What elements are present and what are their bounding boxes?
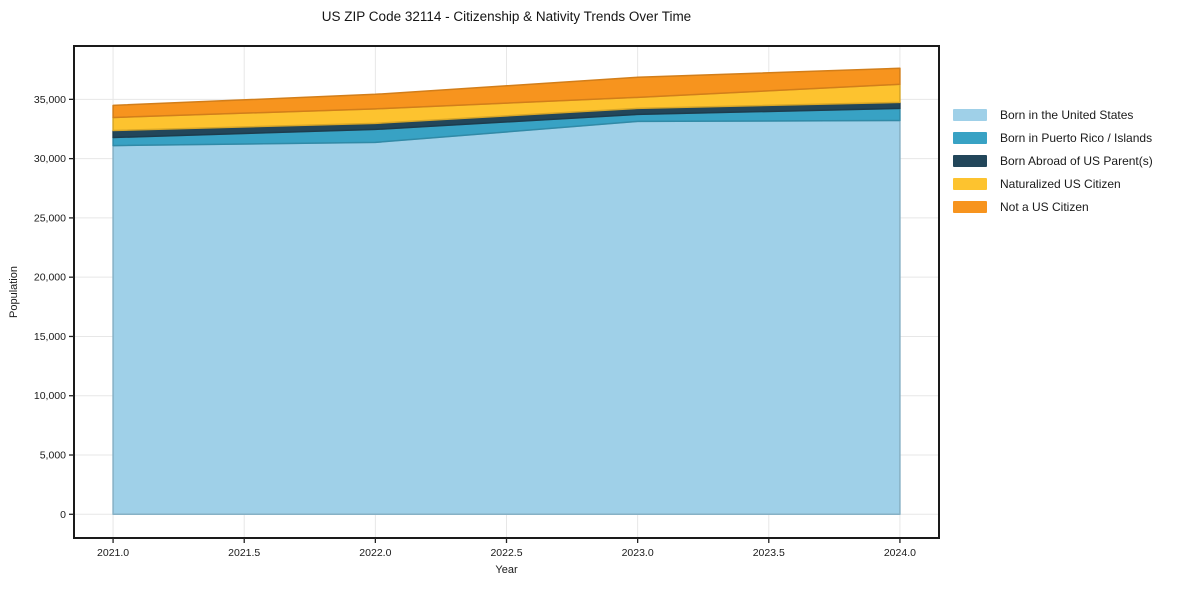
x-tick-label: 2021.0 [97, 547, 129, 559]
legend-swatch [953, 108, 987, 121]
legend-item-not-a-us-citizen: Not a US Citizen [953, 195, 1153, 218]
y-tick-label: 35,000 [34, 94, 66, 106]
legend: Born in the United States Born in Puerto … [953, 103, 1153, 218]
chart-title: US ZIP Code 32114 - Citizenship & Nativi… [321, 9, 692, 24]
area-not-a-us-citizen [112, 67, 901, 119]
legend-item-naturalized-us-citizen: Naturalized US Citizen [953, 172, 1153, 195]
x-axis-label: Year [495, 564, 518, 576]
legend-label: Not a US Citizen [1000, 199, 1089, 214]
y-tick-label: 20,000 [34, 272, 66, 284]
x-tick-label: 2023.5 [753, 547, 785, 559]
y-tick-label: 25,000 [34, 212, 66, 224]
legend-swatch [953, 177, 987, 190]
legend-swatch [953, 131, 987, 144]
x-tick-label: 2024.0 [884, 547, 916, 559]
legend-label: Naturalized US Citizen [1000, 176, 1121, 191]
y-tick-label: 5,000 [40, 450, 66, 462]
legend-label: Born in Puerto Rico / Islands [1000, 130, 1153, 145]
y-tick-label: 10,000 [34, 390, 66, 402]
x-tick-label: 2023.0 [622, 547, 654, 559]
legend-swatch [953, 200, 987, 213]
x-tick-label: 2022.5 [490, 547, 522, 559]
legend-item-born-abroad-of-us-parent-s: Born Abroad of US Parent(s) [953, 149, 1153, 172]
y-tick-label: 30,000 [34, 153, 66, 165]
x-tick-label: 2022.0 [359, 547, 391, 559]
legend-swatch [953, 154, 987, 167]
area-born-in-the-united-states [112, 119, 901, 516]
y-axis-label: Population [8, 266, 20, 318]
y-tick-label: 0 [60, 509, 66, 521]
legend-label: Born Abroad of US Parent(s) [1000, 153, 1153, 168]
x-tick-label: 2021.5 [228, 547, 260, 559]
y-tick-label: 15,000 [34, 331, 66, 343]
legend-label: Born in the United States [1000, 107, 1134, 122]
legend-item-born-in-puerto-rico-islands: Born in Puerto Rico / Islands [953, 126, 1153, 149]
legend-item-born-in-the-united-states: Born in the United States [953, 103, 1153, 126]
